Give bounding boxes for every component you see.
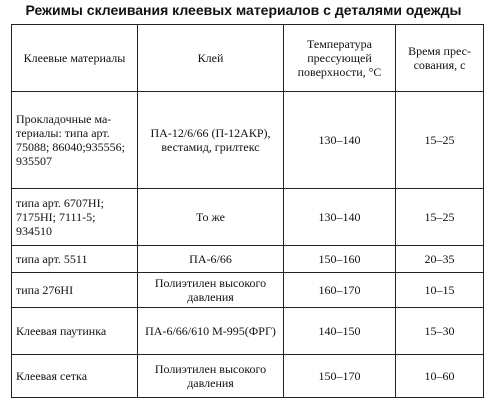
table-row: Клеевая сетка Полиэтилен высоко­го давле… <box>11 354 484 398</box>
cell-time: 15–25 <box>395 188 484 246</box>
bonding-modes-table: Клеевые материалы Клей Температура пресс… <box>11 24 484 398</box>
cell-temperature: 150–160 <box>283 245 396 273</box>
cell-temperature: 160–170 <box>283 272 396 308</box>
table-row: Прокладочные ма­териалы: типа арт. 75088… <box>11 91 484 189</box>
header-materials: Клеевые материалы <box>11 24 138 92</box>
header-pressing-time: Время прес­сования, с <box>395 24 484 92</box>
cell-material: типа арт. 6707НI; 7175НI; 7111-5; 934510 <box>11 188 138 246</box>
cell-temperature: 130–140 <box>283 188 396 246</box>
cell-material: Клеевая паутинка <box>11 307 138 355</box>
table-row: типа 276НI Полиэтилен высоко­го давления… <box>11 272 484 308</box>
cell-glue: ПА-6/66/610 М-995(ФРГ) <box>137 307 284 355</box>
cell-temperature: 130–140 <box>283 91 396 189</box>
cell-material: типа арт. 5511 <box>11 245 138 273</box>
cell-material: Прокладочные ма­териалы: типа арт. 75088… <box>11 91 138 189</box>
table-title: Режимы склеивания клеевых материалов с д… <box>25 2 462 18</box>
cell-glue: ПА-12/6/66 (П-12АКР), вестамид, грилтекс <box>137 91 284 189</box>
cell-glue: То же <box>137 188 284 246</box>
cell-time: 10–60 <box>395 354 484 398</box>
cell-glue: ПА-6/66 <box>137 245 284 273</box>
header-row: Клеевые материалы Клей Температура пресс… <box>11 24 484 92</box>
table-row: типа арт. 6707НI; 7175НI; 7111-5; 934510… <box>11 188 484 246</box>
cell-time: 15–30 <box>395 307 484 355</box>
table-row: Клеевая паутинка ПА-6/66/610 М-995(ФРГ) … <box>11 307 484 355</box>
cell-glue: Полиэтилен высоко­го давления <box>137 272 284 308</box>
cell-time: 20–35 <box>395 245 484 273</box>
cell-time: 10–15 <box>395 272 484 308</box>
cell-time: 15–25 <box>395 91 484 189</box>
cell-temperature: 140–150 <box>283 307 396 355</box>
header-glue: Клей <box>137 24 284 92</box>
cell-material: Клеевая сетка <box>11 354 138 398</box>
cell-temperature: 150–170 <box>283 354 396 398</box>
table-row: типа арт. 5511 ПА-6/66 150–160 20–35 <box>11 245 484 273</box>
cell-glue: Полиэтилен высоко­го давления <box>137 354 284 398</box>
header-temperature: Температура прессующей поверхности, °С <box>283 24 396 92</box>
cell-material: типа 276НI <box>11 272 138 308</box>
